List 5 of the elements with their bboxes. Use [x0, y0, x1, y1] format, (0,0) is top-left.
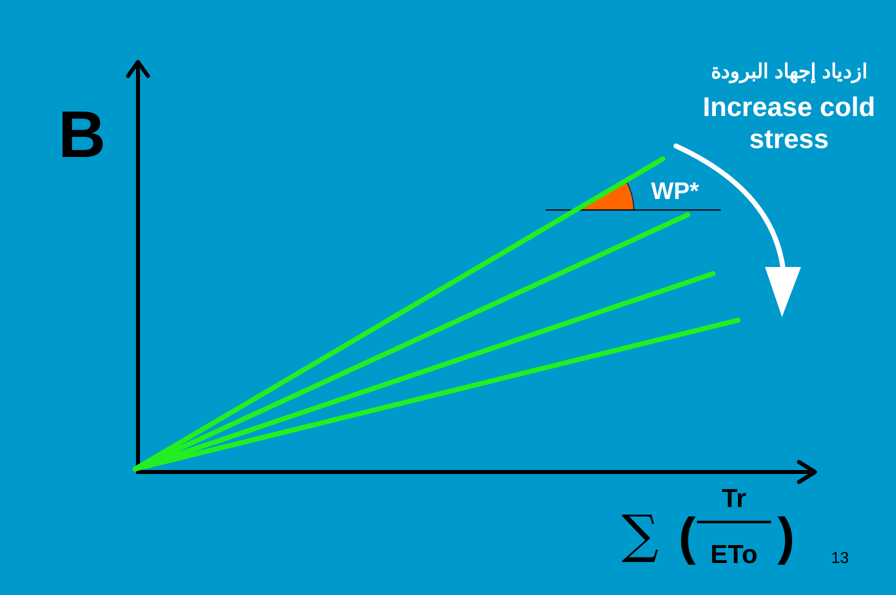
annotation: WP*: [651, 178, 699, 205]
annotation: Increase cold stress: [702, 92, 876, 154]
annotation: 13: [831, 550, 849, 567]
y-axis-title: B: [58, 97, 106, 171]
annotation: ازدياد إجهاد البرودة: [710, 61, 868, 83]
